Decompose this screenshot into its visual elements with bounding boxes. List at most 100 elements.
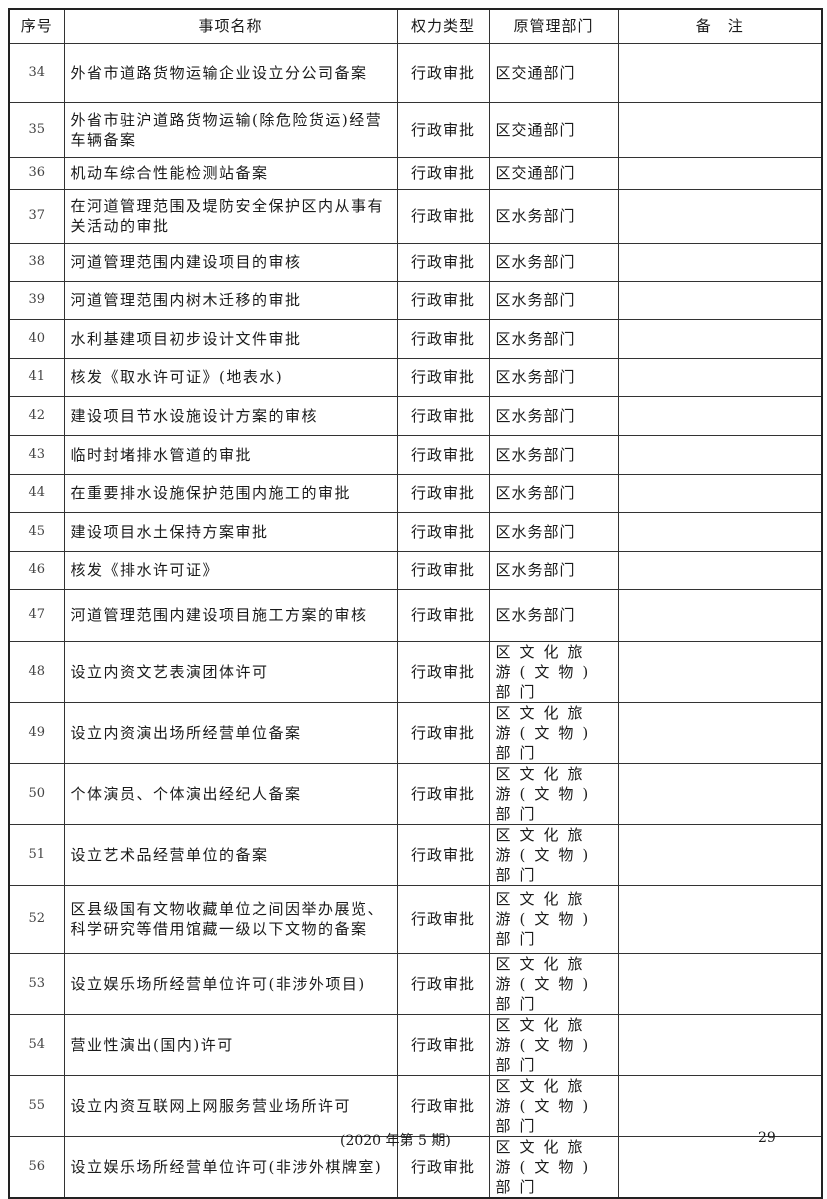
item-name: 外省市道路货物运输企业设立分公司备案 <box>63 42 398 103</box>
note <box>617 242 823 282</box>
note <box>617 395 823 436</box>
row-number: 46 <box>8 550 65 590</box>
department: 区文化旅游(文物)部门 <box>488 1013 619 1076</box>
row-number: 42 <box>8 395 65 436</box>
department: 区文化旅游(文物)部门 <box>488 762 619 825</box>
table-row: 44 在重要排水设施保护范围内施工的审批 行政审批 区水务部门 <box>8 473 823 513</box>
power-type: 行政审批 <box>396 511 490 552</box>
table-row: 45 建设项目水土保持方案审批 行政审批 区水务部门 <box>8 511 823 552</box>
note <box>617 511 823 552</box>
item-name: 设立内资演出场所经营单位备案 <box>63 701 398 764</box>
item-name: 河道管理范围内建设项目的审核 <box>63 242 398 282</box>
department: 区水务部门 <box>488 395 619 436</box>
table-row: 52 区县级国有文物收藏单位之间因举办展览、科学研究等借用馆藏一级以下文物的备案行… <box>8 884 823 954</box>
issue-label: (2020 年第 5 期) <box>340 1133 451 1149</box>
row-number: 43 <box>8 434 65 475</box>
note <box>617 588 823 642</box>
row-number: 37 <box>8 188 65 244</box>
power-type: 行政审批 <box>396 701 490 764</box>
table-row: 46 核发《排水许可证》 行政审批 区水务部门 <box>8 550 823 590</box>
power-type: 行政审批 <box>396 434 490 475</box>
item-name: 营业性演出(国内)许可 <box>63 1013 398 1076</box>
table-row: 48 设立内资文艺表演团体许可 行政审批 区文化旅游(文物)部门 <box>8 640 823 703</box>
power-type: 行政审批 <box>396 823 490 886</box>
table-row: 40 水利基建项目初步设计文件审批 行政审批 区水务部门 <box>8 318 823 359</box>
department: 区水务部门 <box>488 550 619 590</box>
item-name: 核发《取水许可证》(地表水) <box>63 357 398 397</box>
note <box>617 1135 823 1198</box>
note <box>617 280 823 320</box>
item-name: 核发《排水许可证》 <box>63 550 398 590</box>
header-no: 序号 <box>8 8 65 44</box>
row-number: 54 <box>8 1013 65 1076</box>
table-row: 49 设立内资演出场所经营单位备案 行政审批 区文化旅游(文物)部门 <box>8 701 823 764</box>
item-name: 建设项目节水设施设计方案的审核 <box>63 395 398 436</box>
row-number: 52 <box>8 884 65 954</box>
table-row: 35 外省市驻沪道路货物运输(除危险货运)经营车辆备案 行政审批 区交通部门 <box>8 101 823 158</box>
department: 区文化旅游(文物)部门 <box>488 701 619 764</box>
item-name: 建设项目水土保持方案审批 <box>63 511 398 552</box>
table-row: 53 设立娱乐场所经营单位许可(非涉外项目) 行政审批 区文化旅游(文物)部门 <box>8 952 823 1015</box>
row-number: 50 <box>8 762 65 825</box>
row-number: 55 <box>8 1074 65 1137</box>
table-row: 39 河道管理范围内树木迁移的审批 行政审批 区水务部门 <box>8 280 823 320</box>
item-name: 河道管理范围内建设项目施工方案的审核 <box>63 588 398 642</box>
item-name: 设立娱乐场所经营单位许可(非涉外项目) <box>63 952 398 1015</box>
department: 区水务部门 <box>488 511 619 552</box>
row-number: 48 <box>8 640 65 703</box>
power-type: 行政审批 <box>396 1074 490 1137</box>
row-number: 56 <box>8 1135 65 1198</box>
item-name: 外省市驻沪道路货物运输(除危险货运)经营车辆备案 <box>63 101 398 158</box>
power-type: 行政审批 <box>396 318 490 359</box>
department: 区水务部门 <box>488 318 619 359</box>
note <box>617 101 823 158</box>
table-row: 43 临时封堵排水管道的审批 行政审批 区水务部门 <box>8 434 823 475</box>
page-number: 29 <box>758 1130 776 1146</box>
note <box>617 1074 823 1137</box>
department: 区文化旅游(文物)部门 <box>488 640 619 703</box>
power-type: 行政审批 <box>396 588 490 642</box>
department: 区水务部门 <box>488 357 619 397</box>
row-number: 38 <box>8 242 65 282</box>
department: 区文化旅游(文物)部门 <box>488 884 619 954</box>
header-note: 备 注 <box>617 8 823 44</box>
row-number: 39 <box>8 280 65 320</box>
note <box>617 42 823 103</box>
item-name: 设立艺术品经营单位的备案 <box>63 823 398 886</box>
note <box>617 434 823 475</box>
row-number: 34 <box>8 42 65 103</box>
header-name: 事项名称 <box>63 8 398 44</box>
table-header: 序号 事项名称 权力类型 原管理部门 备 注 <box>8 8 823 44</box>
power-type: 行政审批 <box>396 395 490 436</box>
department: 区水务部门 <box>488 280 619 320</box>
row-number: 45 <box>8 511 65 552</box>
power-type: 行政审批 <box>396 101 490 158</box>
note <box>617 550 823 590</box>
row-number: 51 <box>8 823 65 886</box>
table-row: 41 核发《取水许可证》(地表水) 行政审批 区水务部门 <box>8 357 823 397</box>
note <box>617 640 823 703</box>
department: 区文化旅游(文物)部门 <box>488 823 619 886</box>
department: 区交通部门 <box>488 101 619 158</box>
item-name: 设立内资文艺表演团体许可 <box>63 640 398 703</box>
table-row: 34 外省市道路货物运输企业设立分公司备案 行政审批 区交通部门 <box>8 42 823 103</box>
note <box>617 952 823 1015</box>
department: 区水务部门 <box>488 588 619 642</box>
power-type: 行政审批 <box>396 156 490 190</box>
row-number: 49 <box>8 701 65 764</box>
table-row: 38 河道管理范围内建设项目的审核 行政审批 区水务部门 <box>8 242 823 282</box>
item-name: 设立内资互联网上网服务营业场所许可 <box>63 1074 398 1137</box>
item-name: 河道管理范围内树木迁移的审批 <box>63 280 398 320</box>
department: 区水务部门 <box>488 434 619 475</box>
note <box>617 357 823 397</box>
row-number: 53 <box>8 952 65 1015</box>
item-name: 在河道管理范围及堤防安全保护区内从事有关活动的审批 <box>63 188 398 244</box>
header-type: 权力类型 <box>396 8 490 44</box>
note <box>617 473 823 513</box>
department: 区交通部门 <box>488 42 619 103</box>
department: 区水务部门 <box>488 242 619 282</box>
item-name: 临时封堵排水管道的审批 <box>63 434 398 475</box>
table-row: 36 机动车综合性能检测站备案 行政审批 区交通部门 <box>8 156 823 190</box>
power-type: 行政审批 <box>396 884 490 954</box>
power-type: 行政审批 <box>396 640 490 703</box>
